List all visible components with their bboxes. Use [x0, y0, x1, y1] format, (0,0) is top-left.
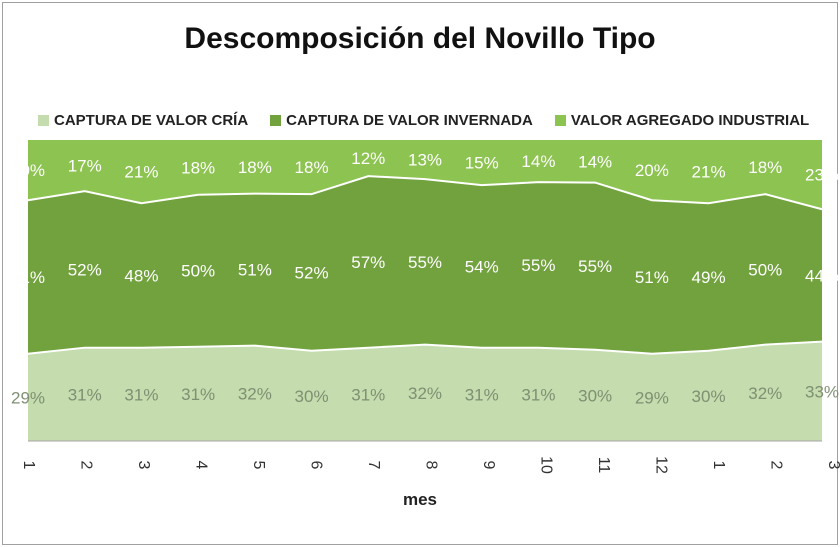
- x-tick-label: 2: [77, 461, 94, 470]
- data-label: 29%: [11, 388, 45, 407]
- data-label: 48%: [124, 266, 158, 285]
- legend-swatch: [270, 115, 282, 126]
- data-label: 15%: [465, 154, 499, 173]
- x-tick-label: 6: [307, 461, 324, 470]
- x-tick-label: 9: [480, 461, 497, 470]
- series-boundary-line: [27, 175, 823, 211]
- data-label: 31%: [521, 385, 555, 404]
- data-label: 32%: [748, 384, 782, 403]
- data-label: 30%: [295, 387, 329, 406]
- data-label: 50%: [181, 262, 215, 281]
- x-tick-label: 7: [365, 461, 382, 470]
- data-label: 50%: [748, 260, 782, 279]
- x-tick-label: 12: [652, 456, 669, 474]
- data-label: 17%: [68, 157, 102, 176]
- legend-swatch: [554, 115, 566, 126]
- data-label: 14%: [578, 152, 612, 171]
- series-boundary-line: [27, 340, 823, 355]
- data-label: 55%: [521, 256, 555, 275]
- data-label: 30%: [692, 387, 726, 406]
- x-tick-label: 1: [710, 461, 727, 470]
- area-series-0: [28, 341, 822, 441]
- data-label: 55%: [578, 257, 612, 276]
- x-tick-label: 3: [825, 461, 840, 470]
- data-label: 55%: [408, 253, 442, 272]
- area-series-2: [28, 140, 822, 210]
- legend-label: CAPTURA DE VALOR CRÍA: [54, 112, 249, 129]
- data-label: 31%: [124, 385, 158, 404]
- data-label: 51%: [11, 268, 45, 287]
- data-label: 52%: [68, 260, 102, 279]
- data-label: 18%: [238, 158, 272, 177]
- data-label: 18%: [748, 158, 782, 177]
- data-label: 12%: [351, 149, 385, 168]
- data-label: 31%: [181, 385, 215, 404]
- x-tick-label: 5: [250, 461, 267, 470]
- data-label: 32%: [408, 384, 442, 403]
- data-label: 33%: [805, 382, 839, 401]
- data-label: 23%: [805, 166, 839, 185]
- data-label: 51%: [635, 268, 669, 287]
- legend-swatch: [38, 115, 49, 126]
- data-label: 18%: [295, 158, 329, 177]
- legend: CAPTURA DE VALOR CRÍA CAPTURA DE VALOR I…: [38, 112, 809, 129]
- data-label: 44%: [805, 266, 839, 285]
- legend-item-cria: CAPTURA DE VALOR CRÍA: [38, 112, 248, 129]
- data-label: 32%: [238, 384, 272, 403]
- area-series-1: [28, 176, 822, 354]
- data-label: 29%: [635, 388, 669, 407]
- data-label: 13%: [408, 151, 442, 170]
- x-tick-label: 2: [767, 461, 784, 470]
- data-label: 49%: [692, 268, 726, 287]
- legend-item-industrial: VALOR AGREGADO INDUSTRIAL: [554, 112, 810, 129]
- x-tick-label: 4: [192, 461, 209, 470]
- data-label: 52%: [295, 263, 329, 282]
- x-tick-label: 8: [422, 461, 439, 470]
- legend-label: CAPTURA DE VALOR INVERNADA: [286, 112, 533, 129]
- data-label: 54%: [465, 257, 499, 276]
- data-label: 20%: [635, 161, 669, 180]
- data-label: 51%: [238, 261, 272, 280]
- x-tick-label: 11: [595, 457, 612, 474]
- data-label: 31%: [68, 385, 102, 404]
- x-axis-title: mes: [402, 490, 438, 509]
- data-label: 31%: [465, 385, 499, 404]
- data-label: 21%: [692, 163, 726, 182]
- data-label: 14%: [521, 152, 555, 171]
- data-label: 30%: [578, 386, 612, 405]
- legend-label: VALOR AGREGADO INDUSTRIAL: [570, 112, 810, 129]
- x-tick-label: 3: [135, 461, 152, 470]
- x-tick-label: 10: [537, 456, 554, 474]
- chart-title: Descomposición del Novillo Tipo: [184, 22, 656, 55]
- x-tick-label: 1: [20, 461, 37, 470]
- legend-item-invernada: CAPTURA DE VALOR INVERNADA: [270, 112, 533, 129]
- data-label: 57%: [351, 253, 385, 272]
- data-label: 20%: [11, 161, 45, 180]
- data-label: 21%: [124, 163, 158, 182]
- data-label: 18%: [181, 158, 215, 177]
- data-label: 31%: [351, 385, 385, 404]
